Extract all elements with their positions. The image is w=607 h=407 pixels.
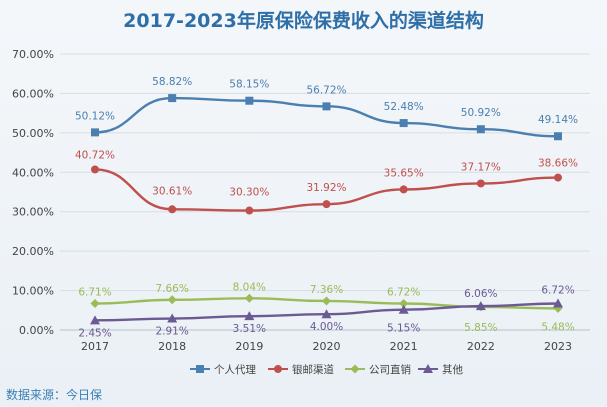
data-point xyxy=(476,179,485,188)
y-tick-label: 20.00% xyxy=(12,245,54,258)
series-lines xyxy=(90,94,563,325)
data-point xyxy=(90,315,100,325)
data-label: 58.82% xyxy=(152,76,192,88)
data-point xyxy=(245,96,254,105)
data-label: 5.15% xyxy=(387,323,420,335)
data-label: 37.17% xyxy=(461,161,501,173)
data-point xyxy=(321,309,332,319)
data-label: 2.91% xyxy=(155,326,188,338)
legend-label: 个人代理 xyxy=(214,364,256,376)
y-tick-label: 0.00% xyxy=(19,324,54,337)
y-tick-label: 30.00% xyxy=(12,206,54,219)
data-point xyxy=(398,304,409,314)
data-point xyxy=(196,365,204,373)
data-point xyxy=(423,364,433,373)
data-label: 8.04% xyxy=(233,281,266,293)
data-point xyxy=(245,206,254,215)
data-label: 3.51% xyxy=(233,323,266,335)
gridlines xyxy=(60,53,590,331)
data-label: 5.85% xyxy=(464,322,497,334)
y-tick-label: 40.00% xyxy=(12,166,54,179)
data-point xyxy=(475,301,486,311)
data-labels: 50.12% 58.82% 58.15% 56.72% 52.48% 50.92% 49.1… xyxy=(75,76,578,339)
x-tick-label: 2019 xyxy=(235,340,263,353)
data-point xyxy=(168,205,177,214)
x-tick-label: 2020 xyxy=(313,340,341,353)
x-tick-label: 2022 xyxy=(467,340,495,353)
data-label: 7.36% xyxy=(310,284,343,296)
data-point xyxy=(91,165,99,174)
data-label: 7.66% xyxy=(155,283,188,295)
data-point xyxy=(554,173,562,182)
data-point xyxy=(399,119,408,128)
legend-label: 公司直销 xyxy=(369,363,411,376)
data-label: 31.92% xyxy=(306,182,346,194)
legend: 个人代理 银邮渠道 公司直销 其他 xyxy=(190,363,463,376)
data-label: 52.48% xyxy=(384,101,424,113)
data-label: 30.30% xyxy=(229,187,269,199)
legend-label: 银邮渠道 xyxy=(292,363,334,376)
x-tick-label: 2018 xyxy=(158,340,186,353)
data-label: 6.72% xyxy=(541,285,574,297)
data-point xyxy=(167,313,178,323)
data-label: 30.61% xyxy=(152,185,192,197)
data-point xyxy=(399,299,409,309)
data-point xyxy=(90,299,100,309)
data-point xyxy=(168,94,177,103)
x-tick-label: 2023 xyxy=(544,340,572,353)
data-label: 58.15% xyxy=(229,79,269,91)
y-tick-label: 60.00% xyxy=(12,87,54,100)
data-point xyxy=(167,295,177,305)
legend-label: 其他 xyxy=(442,363,463,376)
data-label: 50.12% xyxy=(75,110,115,122)
data-point xyxy=(476,125,485,134)
data-label: 49.14% xyxy=(538,114,578,126)
data-point xyxy=(91,128,99,137)
chart-title: 2017-2023年原保险保费收入的渠道结构 xyxy=(123,10,484,32)
data-label: 38.66% xyxy=(538,158,578,170)
data-label: 6.71% xyxy=(78,287,111,299)
data-label: 40.72% xyxy=(75,149,115,161)
data-label: 35.65% xyxy=(384,167,424,179)
y-tick-label: 10.00% xyxy=(12,285,54,298)
x-tick-label: 2021 xyxy=(390,340,418,353)
data-label: 4.00% xyxy=(310,321,343,333)
data-point xyxy=(274,365,282,373)
data-point xyxy=(350,364,360,374)
data-point xyxy=(244,293,254,303)
data-label: 6.06% xyxy=(464,288,497,300)
data-label: 5.48% xyxy=(541,321,574,333)
data-label: 2.45% xyxy=(78,327,111,339)
x-tick-label: 2017 xyxy=(81,340,109,353)
y-tick-label: 70.00% xyxy=(12,48,54,61)
data-point xyxy=(399,185,408,194)
data-point xyxy=(322,296,331,306)
axis-labels: 0.00% 10.00% 20.00% 30.00% 40.00% 50.00% 60.00… xyxy=(12,48,572,353)
source-note: 数据来源：今日保 xyxy=(6,388,103,402)
data-point xyxy=(554,132,562,141)
data-point xyxy=(553,298,563,308)
data-point xyxy=(322,200,331,209)
data-label: 56.72% xyxy=(306,84,346,96)
data-point xyxy=(322,102,331,111)
y-tick-label: 50.00% xyxy=(12,127,54,140)
data-label: 50.92% xyxy=(461,107,501,119)
data-point xyxy=(244,311,255,321)
data-label: 6.72% xyxy=(387,287,420,299)
